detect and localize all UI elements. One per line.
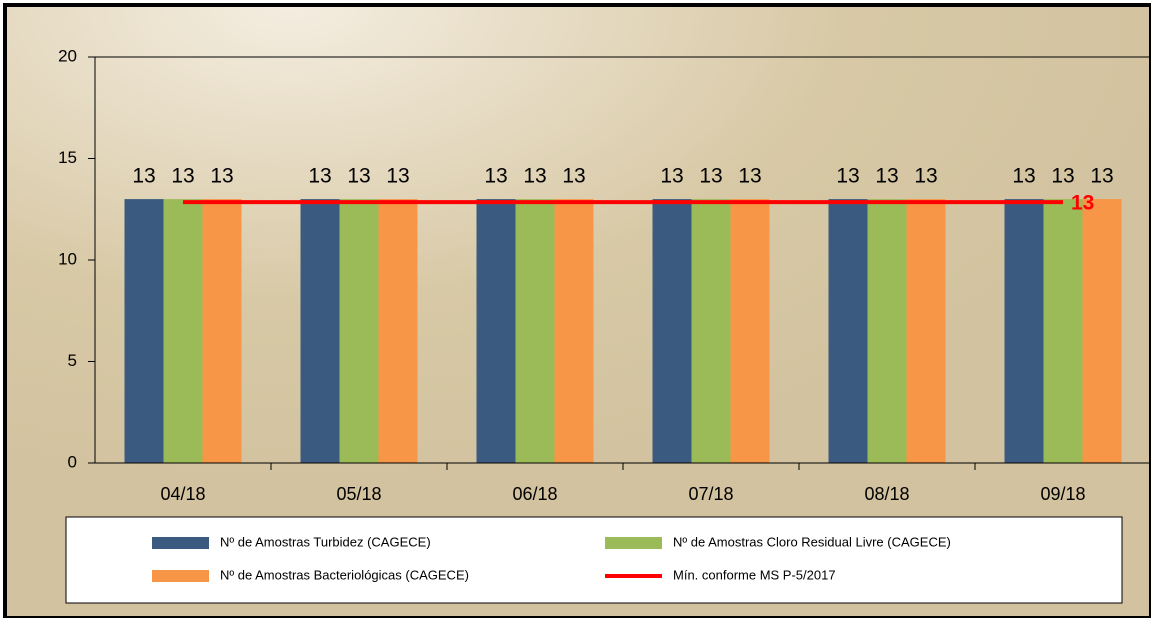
bar — [300, 199, 340, 463]
x-tick-label: 06/18 — [512, 484, 557, 504]
bar-value-label: 13 — [1012, 165, 1035, 188]
legend-swatch — [152, 570, 209, 582]
bar-value-label: 13 — [1090, 165, 1113, 188]
y-tick-label: 10 — [58, 249, 77, 268]
bar — [163, 199, 203, 463]
bar-value-label: 13 — [210, 165, 233, 188]
legend-label: Nº de Amostras Cloro Residual Livre (CAG… — [673, 534, 951, 549]
bar — [652, 199, 692, 463]
bar — [1004, 199, 1044, 463]
bar-value-label: 13 — [1051, 165, 1074, 188]
bar — [202, 199, 242, 463]
bar-value-label: 13 — [914, 165, 937, 188]
bar-value-label: 13 — [699, 165, 722, 188]
line-value-label: 13 — [1071, 192, 1094, 215]
y-tick-label: 15 — [58, 148, 77, 167]
bar-value-label: 13 — [132, 165, 155, 188]
bar-value-label: 13 — [386, 165, 409, 188]
legend-swatch — [605, 537, 662, 549]
bar — [1082, 199, 1122, 463]
y-tick-label: 5 — [68, 351, 77, 370]
legend-label: Mín. conforme MS P-5/2017 — [673, 567, 836, 582]
bar-value-label: 13 — [836, 165, 859, 188]
bar — [339, 199, 379, 463]
legend-box — [65, 516, 1123, 604]
bar — [906, 199, 946, 463]
bar — [476, 199, 516, 463]
x-tick-label: 07/18 — [688, 484, 733, 504]
bar-value-label: 13 — [484, 165, 507, 188]
bar — [1043, 199, 1083, 463]
bar — [124, 199, 164, 463]
legend-label: Nº de Amostras Turbidez (CAGECE) — [220, 534, 431, 549]
bar-value-label: 13 — [660, 165, 683, 188]
x-tick-label: 09/18 — [1040, 484, 1085, 504]
bar — [867, 199, 907, 463]
bar — [378, 199, 418, 463]
bar-value-label: 13 — [738, 165, 761, 188]
bar — [828, 199, 868, 463]
bar-value-label: 13 — [308, 165, 331, 188]
bar-value-label: 13 — [523, 165, 546, 188]
bar — [515, 199, 555, 463]
x-tick-label: 04/18 — [160, 484, 205, 504]
x-tick-label: 05/18 — [336, 484, 381, 504]
legend-swatch — [152, 537, 209, 549]
bar — [691, 199, 731, 463]
bar-value-label: 13 — [347, 165, 370, 188]
x-tick-label: 08/18 — [864, 484, 909, 504]
bar-value-label: 13 — [562, 165, 585, 188]
bar — [554, 199, 594, 463]
y-tick-label: 20 — [58, 46, 77, 65]
y-tick-label: 0 — [68, 452, 77, 471]
bar-value-label: 13 — [171, 165, 194, 188]
legend-label: Nº de Amostras Bacteriológicas (CAGECE) — [220, 567, 469, 582]
bar-value-label: 13 — [875, 165, 898, 188]
bar — [730, 199, 770, 463]
